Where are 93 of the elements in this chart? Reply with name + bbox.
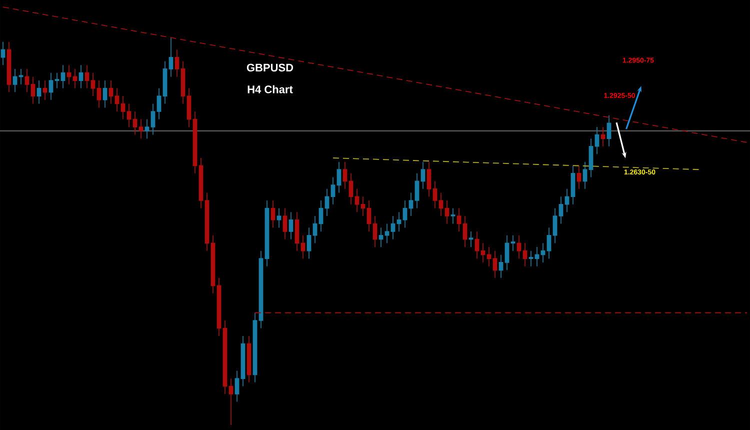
candlestick (48, 72, 54, 100)
candlestick (342, 161, 348, 190)
candlestick (360, 196, 366, 216)
candlestick (336, 161, 342, 194)
candlestick (462, 216, 468, 248)
candlestick (348, 173, 354, 205)
candlestick (66, 64, 72, 85)
candlestick (30, 76, 36, 104)
candlestick (228, 378, 234, 426)
candlestick (6, 41, 12, 93)
candlestick (312, 216, 318, 244)
candlestick (102, 80, 108, 108)
candlestick (138, 118, 144, 140)
candlestick (156, 88, 162, 120)
candlestick (492, 250, 498, 278)
candlestick (162, 60, 168, 104)
candlestick (270, 200, 276, 228)
candlestick (600, 126, 606, 147)
candlestick (84, 64, 90, 89)
candlestick (576, 165, 582, 190)
candlestick (276, 208, 282, 228)
candlestick (300, 234, 306, 259)
candlestick (456, 208, 462, 232)
candlestick (498, 254, 504, 278)
candlestick (420, 161, 426, 190)
candlestick (174, 49, 180, 78)
candlestick (552, 208, 558, 244)
candlestick (378, 227, 384, 248)
candlestick (168, 38, 174, 78)
candlestick (126, 103, 132, 128)
candlestick (42, 80, 48, 100)
candlestick (438, 192, 444, 216)
candlestick (234, 370, 240, 402)
candlestick (564, 188, 570, 213)
candlestick (558, 196, 564, 224)
candlestick (402, 200, 408, 228)
candlestick (384, 223, 390, 244)
candlestick (480, 242, 486, 263)
candlestick (186, 88, 192, 128)
candlestick (318, 200, 324, 232)
candlestick (0, 41, 6, 66)
candlestick (180, 60, 186, 104)
candlestick (324, 188, 330, 216)
candlestick (534, 246, 540, 267)
candlestick (450, 208, 456, 224)
candlestick (90, 72, 96, 96)
candlestick (582, 161, 588, 190)
candlestick (114, 88, 120, 112)
candlestick (78, 64, 84, 89)
candlestick (96, 80, 102, 108)
candlestick (426, 161, 432, 198)
candlestick (522, 242, 528, 267)
candlestick (390, 216, 396, 240)
candlestick (474, 231, 480, 259)
candlestick (330, 176, 336, 205)
candlestick (516, 234, 522, 259)
candlestick (294, 212, 300, 252)
candlestick (150, 103, 156, 136)
candlestick (468, 231, 474, 248)
candlestick (108, 80, 114, 104)
candlestick (372, 216, 378, 248)
candlestick (132, 111, 138, 136)
candlestick (366, 200, 372, 232)
candlestick (144, 118, 150, 140)
candlestick (444, 200, 450, 224)
candlestick (570, 165, 576, 205)
candlestick (510, 234, 516, 252)
candlestick (594, 126, 600, 154)
text: H4 Chart (248, 85, 293, 94)
candlestick (54, 72, 60, 89)
candlestick (396, 212, 402, 232)
candlestick (60, 64, 66, 89)
candlestick (288, 212, 294, 240)
candlestick (588, 138, 594, 178)
candlestick (354, 188, 360, 213)
candlestick (120, 96, 126, 120)
text: GBPUSD (246, 64, 294, 72)
candlestick (486, 246, 492, 267)
candlestick (12, 68, 18, 93)
candlestick (24, 68, 30, 93)
candlestick (504, 234, 510, 271)
candlestick (528, 250, 534, 267)
candlestick (306, 227, 312, 259)
candlestick (18, 68, 24, 85)
candlestick (72, 68, 78, 89)
candlestick (432, 180, 438, 209)
candlestick (606, 114, 612, 147)
candlestick (540, 242, 546, 263)
candlestick (36, 80, 42, 104)
candlestick (282, 208, 288, 240)
candlestick (408, 192, 414, 216)
candlestick (414, 173, 420, 209)
candlestick (546, 227, 552, 259)
